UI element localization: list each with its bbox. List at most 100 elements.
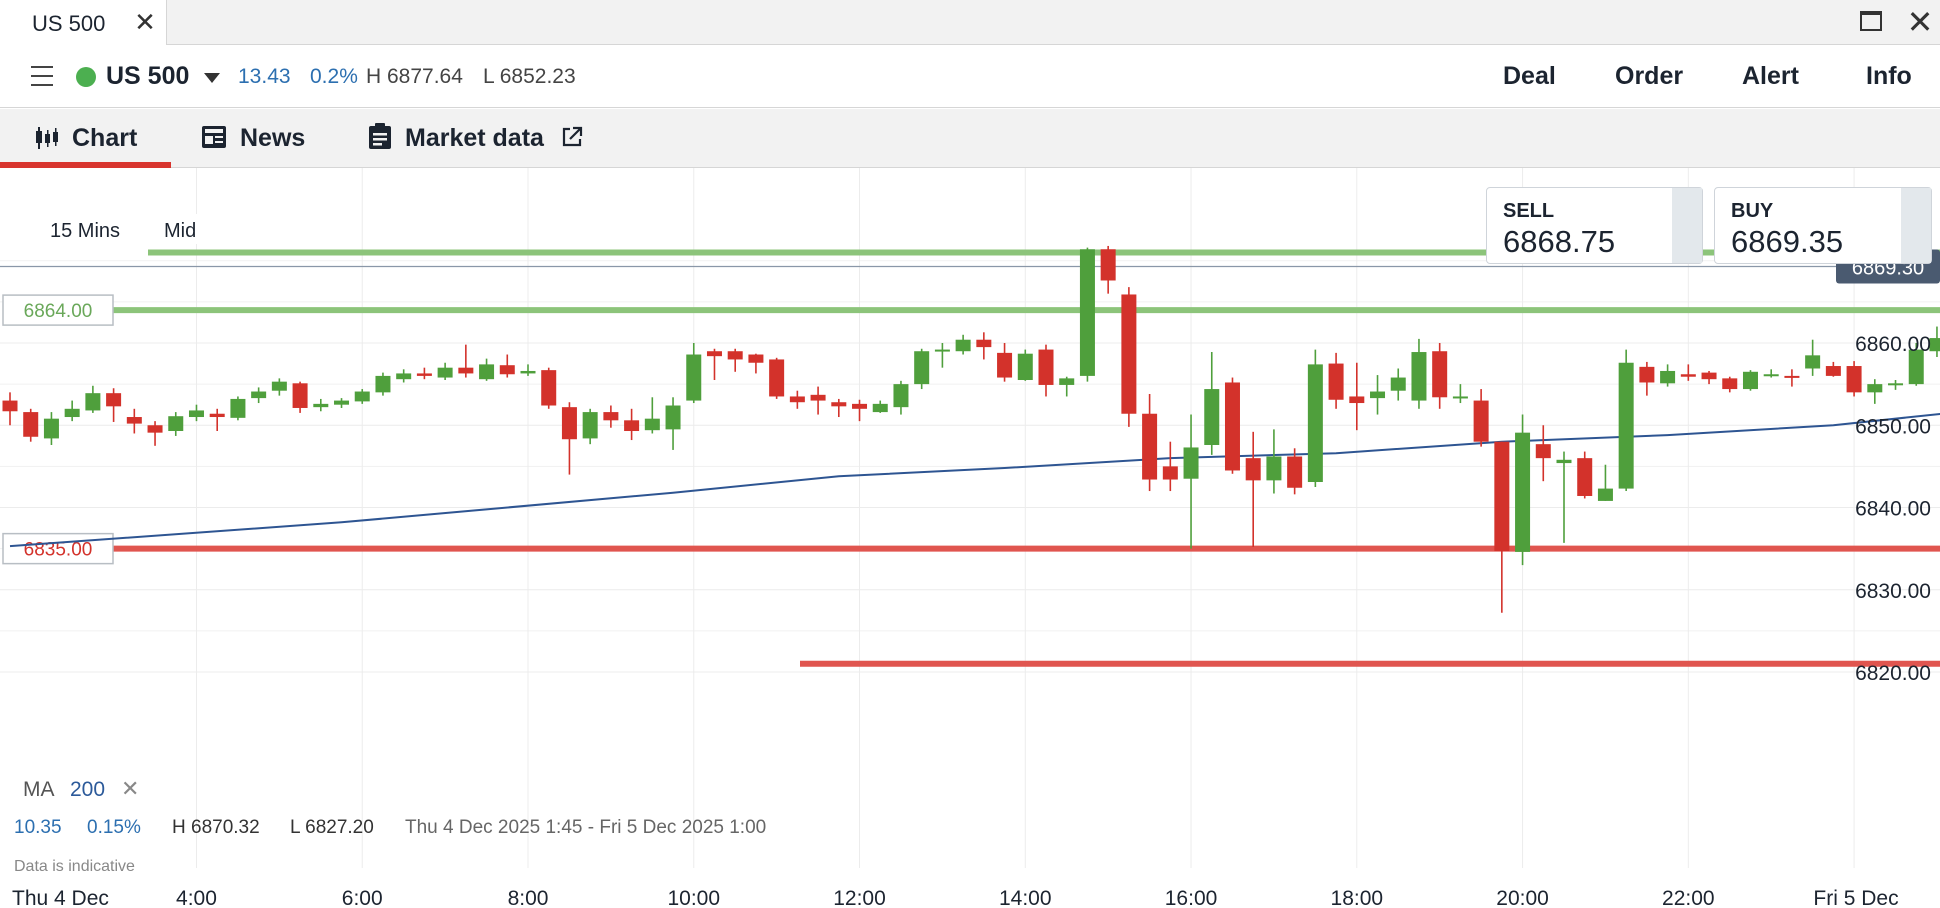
x-tick-label: 20:00 [1496,887,1549,908]
x-tick-label: 22:00 [1662,887,1715,908]
instrument-name[interactable]: US 500 [106,62,190,90]
candle-body [1846,366,1862,393]
timeframe-selector[interactable]: 15 Mins [40,214,150,244]
remove-indicator-icon[interactable]: ✕ [121,776,140,801]
order-button[interactable]: Order [1615,62,1684,90]
y-tick-label: 6850.00 [1855,415,1931,438]
candle-body [831,402,847,407]
candle-body [914,351,930,385]
candle-body [1162,466,1178,480]
tab-chart[interactable]: Chart [0,109,171,168]
buy-ticket[interactable]: BUY 6869.35 [1714,187,1932,264]
candle-body [1515,432,1531,552]
candle-body [1908,349,1924,385]
candle-body [1287,456,1303,488]
candle-body [1266,456,1282,481]
footer-change-percent: 0.15% [87,817,141,838]
sell-ticket[interactable]: SELL 6868.75 [1486,187,1703,264]
candle-body [375,375,391,393]
candle-body [437,367,453,378]
candle-body [1017,353,1033,381]
price-mode-selector[interactable]: Mid [152,214,218,244]
instrument-header: US 500 13.43 0.2% H 6877.64 L 6852.23 De… [0,46,1940,108]
candle-body [1825,366,1841,376]
candle-body [1349,396,1365,404]
candle-body [1888,383,1904,386]
x-tick-label: Thu 4 Dec [12,887,109,908]
x-tick-label: 12:00 [833,887,886,908]
candle-body [1100,249,1116,281]
price-chart[interactable]: 6864.00 6835.00 6869.30 6820.00 6830.00 6840… [0,168,1940,908]
candlestick-icon [36,127,58,149]
x-tick-label: 16:00 [1165,887,1218,908]
window-tab-bar: US 500 ✕ ✕ [0,0,1940,45]
candle-body [665,405,681,430]
tab-news[interactable]: News [196,109,326,168]
candle-body [126,417,142,424]
candle-body [1618,362,1634,489]
candle-body [458,367,474,374]
candle-body [1535,444,1551,459]
indicator-period[interactable]: 200 [70,778,106,801]
candle-body [354,391,370,402]
session-high: H 6877.64 [366,65,463,88]
candle-body [1701,372,1717,380]
maximize-icon[interactable] [1860,11,1882,31]
close-icon[interactable]: ✕ [134,7,156,37]
candle-body [1370,391,1386,399]
candle-body [1680,374,1696,377]
external-link-icon [562,126,583,147]
view-tabs: Chart News Market data [0,109,1940,168]
x-tick-label: 8:00 [508,887,549,908]
candle-body [561,407,577,440]
candle-body [251,391,267,399]
candle-body [603,412,619,421]
candle-body [644,418,660,431]
alert-button[interactable]: Alert [1742,62,1799,90]
x-tick-label: 4:00 [176,887,217,908]
buy-price: 6869.35 [1731,224,1844,259]
tab-market-data[interactable]: Market data [364,109,594,168]
tab-market-data-label: Market data [405,124,544,152]
tab-news-label: News [240,124,306,152]
candle-body [1763,374,1779,377]
candle-body [1079,249,1095,376]
candle-body [727,351,743,360]
candle-body [479,364,495,380]
deal-button[interactable]: Deal [1503,62,1556,90]
candle-body [1556,459,1572,464]
y-tick-label: 6860.00 [1855,333,1931,356]
candle-body [1142,413,1158,480]
chevron-down-icon[interactable] [204,73,220,83]
candle-body [416,373,432,376]
candle-body [1411,352,1427,401]
candle-body [852,403,868,409]
candle-body [1328,363,1344,400]
window-tab[interactable]: US 500 ✕ [0,0,167,45]
candle-body [1660,370,1676,384]
candle-body [147,425,163,433]
x-tick-label: 6:00 [342,887,383,908]
candle-body [1183,447,1199,479]
candle-body [1452,396,1468,399]
close-icon[interactable]: ✕ [1906,4,1934,40]
candle-body [106,393,122,407]
candle-body [1867,384,1883,393]
info-button[interactable]: Info [1866,62,1912,90]
candle-body [810,394,826,401]
candle-body [230,398,246,418]
candle-body [64,408,80,418]
menu-icon[interactable] [31,66,53,86]
candle-body [541,370,557,406]
candle-body [209,413,225,418]
sell-label: SELL [1503,200,1555,222]
y-tick-label: 6830.00 [1855,580,1931,603]
candle-body [85,393,101,411]
candle-body [706,351,722,357]
candle-body [624,420,640,432]
newspaper-icon [202,126,226,148]
window-tab-title: US 500 [32,11,106,36]
candle-body [748,354,764,363]
candle-body [313,403,329,408]
